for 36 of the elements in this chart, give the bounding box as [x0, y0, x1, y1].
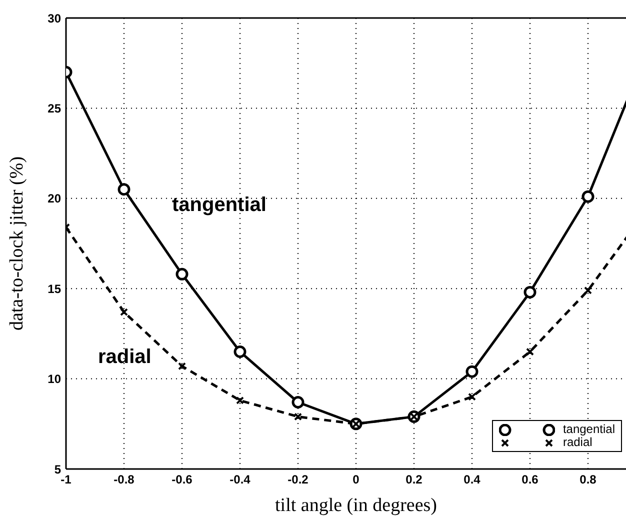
point — [466, 365, 478, 378]
annotation: radial — [98, 346, 152, 369]
y-tick-label: 5 — [54, 462, 62, 476]
y-axis-title: data-to-clock jitter (%) — [6, 156, 28, 331]
point — [236, 396, 244, 404]
point — [234, 345, 246, 358]
point — [468, 392, 476, 401]
point — [294, 412, 302, 421]
point — [176, 268, 188, 280]
y-tick-label: 20 — [48, 192, 62, 206]
point — [582, 190, 594, 203]
x-tick-label: -0.6 — [172, 472, 193, 487]
point — [118, 183, 130, 196]
annotation: tangential — [172, 194, 266, 217]
x-axis-title: tilt angle (in degrees) — [275, 495, 437, 516]
x-tick-label: -0.8 — [114, 472, 135, 487]
x-tick-label: 0.2 — [406, 472, 423, 487]
point — [526, 348, 534, 356]
x-tick-label: -0.2 — [288, 472, 309, 487]
legend-label: radial — [562, 435, 592, 449]
y-tick-label: 15 — [48, 282, 62, 296]
point — [584, 286, 592, 294]
y-tick-label: 10 — [48, 372, 62, 386]
x-tick-label: 0.4 — [464, 472, 481, 487]
x-tick-label: -0.4 — [230, 472, 251, 487]
legend-label: tangential — [562, 422, 615, 436]
x-tick-label: 0.6 — [522, 472, 539, 487]
x-tick-label: 0 — [352, 472, 360, 487]
y-tick-label: 25 — [48, 101, 62, 116]
y-tick-label: 30 — [48, 11, 62, 26]
x-tick-label: -1 — [60, 472, 72, 487]
point — [524, 286, 536, 298]
point — [120, 308, 128, 316]
point — [292, 396, 304, 408]
point — [178, 362, 186, 370]
x-tick-label: 0.8 — [580, 472, 597, 487]
